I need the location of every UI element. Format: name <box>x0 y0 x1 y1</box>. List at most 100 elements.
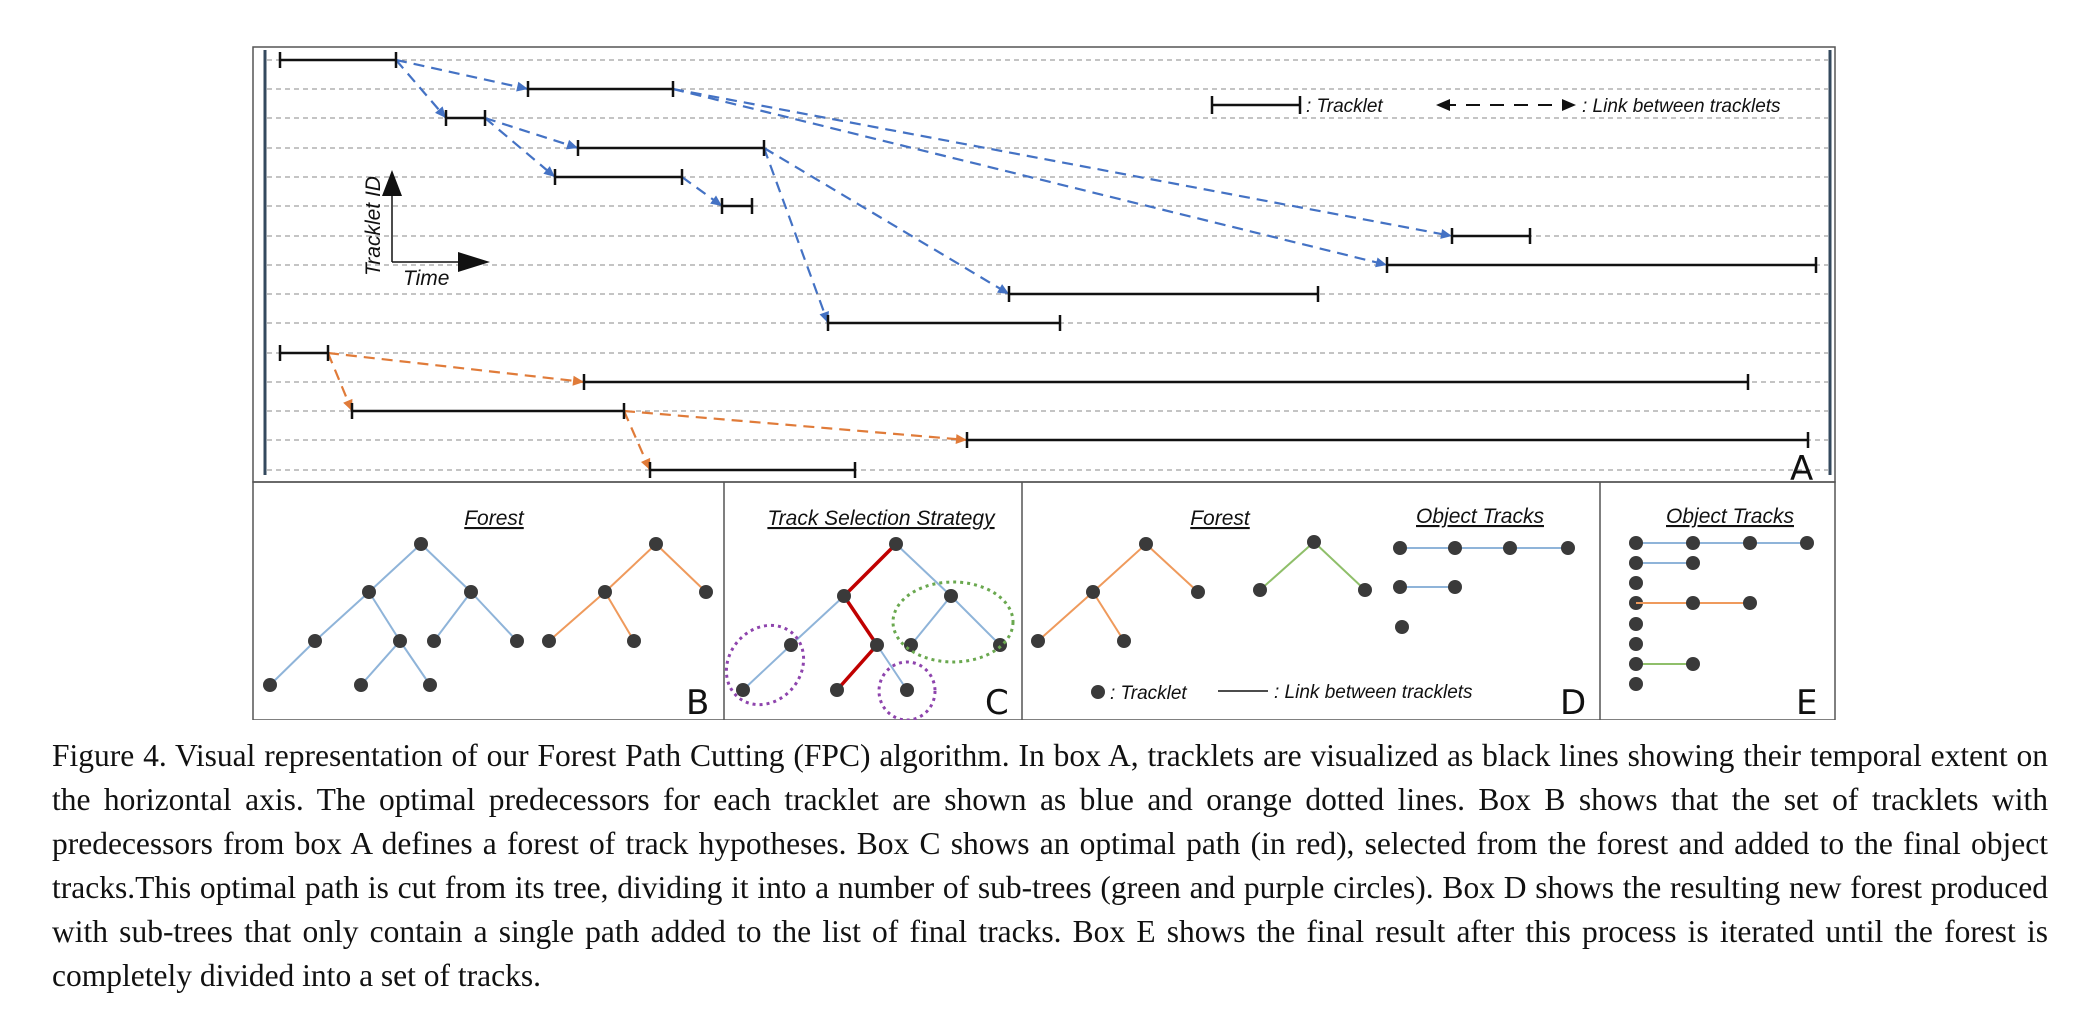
tracklet-node <box>464 585 478 599</box>
blue-link-arrowhead <box>516 81 528 92</box>
tree-edge <box>368 591 401 642</box>
tracklet-node <box>1358 583 1372 597</box>
blue-link-arrowhead <box>1375 257 1387 268</box>
legend-a-tracklet-text: : Tracklet <box>1306 96 1383 117</box>
panel-b-title: Forest <box>464 507 525 530</box>
tracklet-node <box>354 678 368 692</box>
legend-a: : Tracklet : Link between tracklets <box>1210 96 1781 117</box>
tracklet-node <box>1139 537 1153 551</box>
tracklet-node <box>542 634 556 648</box>
selected-path-edge <box>842 595 879 646</box>
tracklet-node <box>1253 583 1267 597</box>
tree-edge <box>368 543 422 593</box>
x-axis-arrowhead <box>458 252 490 272</box>
tracklet-node <box>1395 620 1409 634</box>
blue-link-arrowhead <box>996 284 1009 294</box>
tree-edge <box>1313 541 1366 591</box>
blue-predecessor-link <box>672 87 1388 267</box>
tracklet-node <box>1393 580 1407 594</box>
tree-edge <box>742 644 792 691</box>
tree-edge <box>470 591 518 642</box>
orange-predecessor-link <box>622 410 652 471</box>
legend-d-link-text: : Link between tracklets <box>1274 682 1473 703</box>
blue-link-arrowhead <box>543 166 555 177</box>
legend-a-link-arrow-left <box>1436 99 1450 111</box>
tree-edge <box>399 640 431 686</box>
tracklet-node <box>1629 677 1643 691</box>
tracklet-node <box>1561 541 1575 555</box>
blue-link-arrowhead <box>565 139 578 150</box>
tracklets <box>278 52 1818 478</box>
legend-a-link-text: : Link between tracklets <box>1582 96 1781 117</box>
tracklet-node <box>423 678 437 692</box>
tracklet-node <box>889 537 903 551</box>
tracklet-node <box>510 634 524 648</box>
panel-c-letter: C <box>985 683 1009 720</box>
orange-link-arrowhead <box>343 398 353 411</box>
blue-predecessor-link <box>763 147 1010 295</box>
legend-d-node-icon <box>1091 685 1105 699</box>
predecessor-links <box>326 58 1453 471</box>
tracklet-node <box>1686 556 1700 570</box>
orange-predecessor-link <box>327 351 585 384</box>
axis-indicator: Tracklet ID Time <box>362 170 490 290</box>
tracklet-node <box>870 638 884 652</box>
tracklet-node <box>1086 585 1100 599</box>
tree-edge <box>1259 541 1315 591</box>
y-axis-arrowhead <box>382 170 402 196</box>
blue-predecessor-link <box>395 58 529 91</box>
tracklet-node <box>736 683 750 697</box>
tracklet-node <box>1448 580 1462 594</box>
tracklet-node <box>414 537 428 551</box>
blue-link-arrowhead <box>819 310 829 323</box>
tracklet-node <box>263 678 277 692</box>
tracklet-node <box>1191 585 1205 599</box>
tree-edge <box>604 591 635 642</box>
legend-d: : Tracklet : Link between tracklets <box>1091 682 1473 704</box>
tracklet-node <box>649 537 663 551</box>
tracklet-node <box>1629 657 1643 671</box>
panel-b-letter: B <box>686 683 709 720</box>
tracklet-node <box>627 634 641 648</box>
blue-link-arrowhead <box>435 106 446 118</box>
tracklet-node <box>1393 541 1407 555</box>
tree-edge <box>910 595 952 646</box>
subtree-green-circle <box>891 580 1015 664</box>
tracklet-node <box>1629 536 1643 550</box>
y-axis-label: Tracklet ID <box>362 176 385 276</box>
tracklet-node <box>1448 541 1462 555</box>
tree-diagrams <box>263 535 1814 697</box>
panel-d-forest-title: Forest <box>1190 507 1251 530</box>
selected-path-edge <box>842 542 898 598</box>
panel-a-letter: A <box>1790 449 1813 489</box>
tree-edge <box>1037 591 1094 642</box>
tracklet-node <box>993 638 1007 652</box>
orange-link-arrowhead <box>640 457 651 470</box>
blue-predecessor-link <box>672 87 1453 238</box>
tree-edge <box>433 591 472 642</box>
tracklet-node <box>1629 617 1643 631</box>
orange-predecessor-link <box>326 352 354 412</box>
legend-d-tracklet-text: : Tracklet <box>1110 683 1187 704</box>
tree-edge <box>604 543 657 593</box>
tracklet-node <box>1629 637 1643 651</box>
tree-edge <box>1092 543 1147 593</box>
lower-panels-frame <box>252 481 1836 720</box>
blue-predecessor-link <box>762 147 830 324</box>
tracklet-node <box>699 585 713 599</box>
tracklet-node <box>944 589 958 603</box>
tracklet-node <box>830 683 844 697</box>
tree-edge <box>360 640 401 686</box>
legend-a-link-arrow-right <box>1562 99 1576 111</box>
fpc-figure: Tracklet ID Time : Tracklet : Link betwe… <box>252 46 1836 720</box>
blue-link-arrowhead <box>1440 229 1452 239</box>
tree-edge <box>314 591 370 642</box>
tracklet-node <box>837 589 851 603</box>
tracklet-node <box>1800 536 1814 550</box>
orange-link-arrowhead <box>572 375 584 386</box>
panel-e-title: Object Tracks <box>1666 505 1794 528</box>
tracklet-node <box>1629 556 1643 570</box>
tree-edge <box>950 595 1001 646</box>
tracklet-node <box>1686 596 1700 610</box>
tracklet-node <box>1686 657 1700 671</box>
